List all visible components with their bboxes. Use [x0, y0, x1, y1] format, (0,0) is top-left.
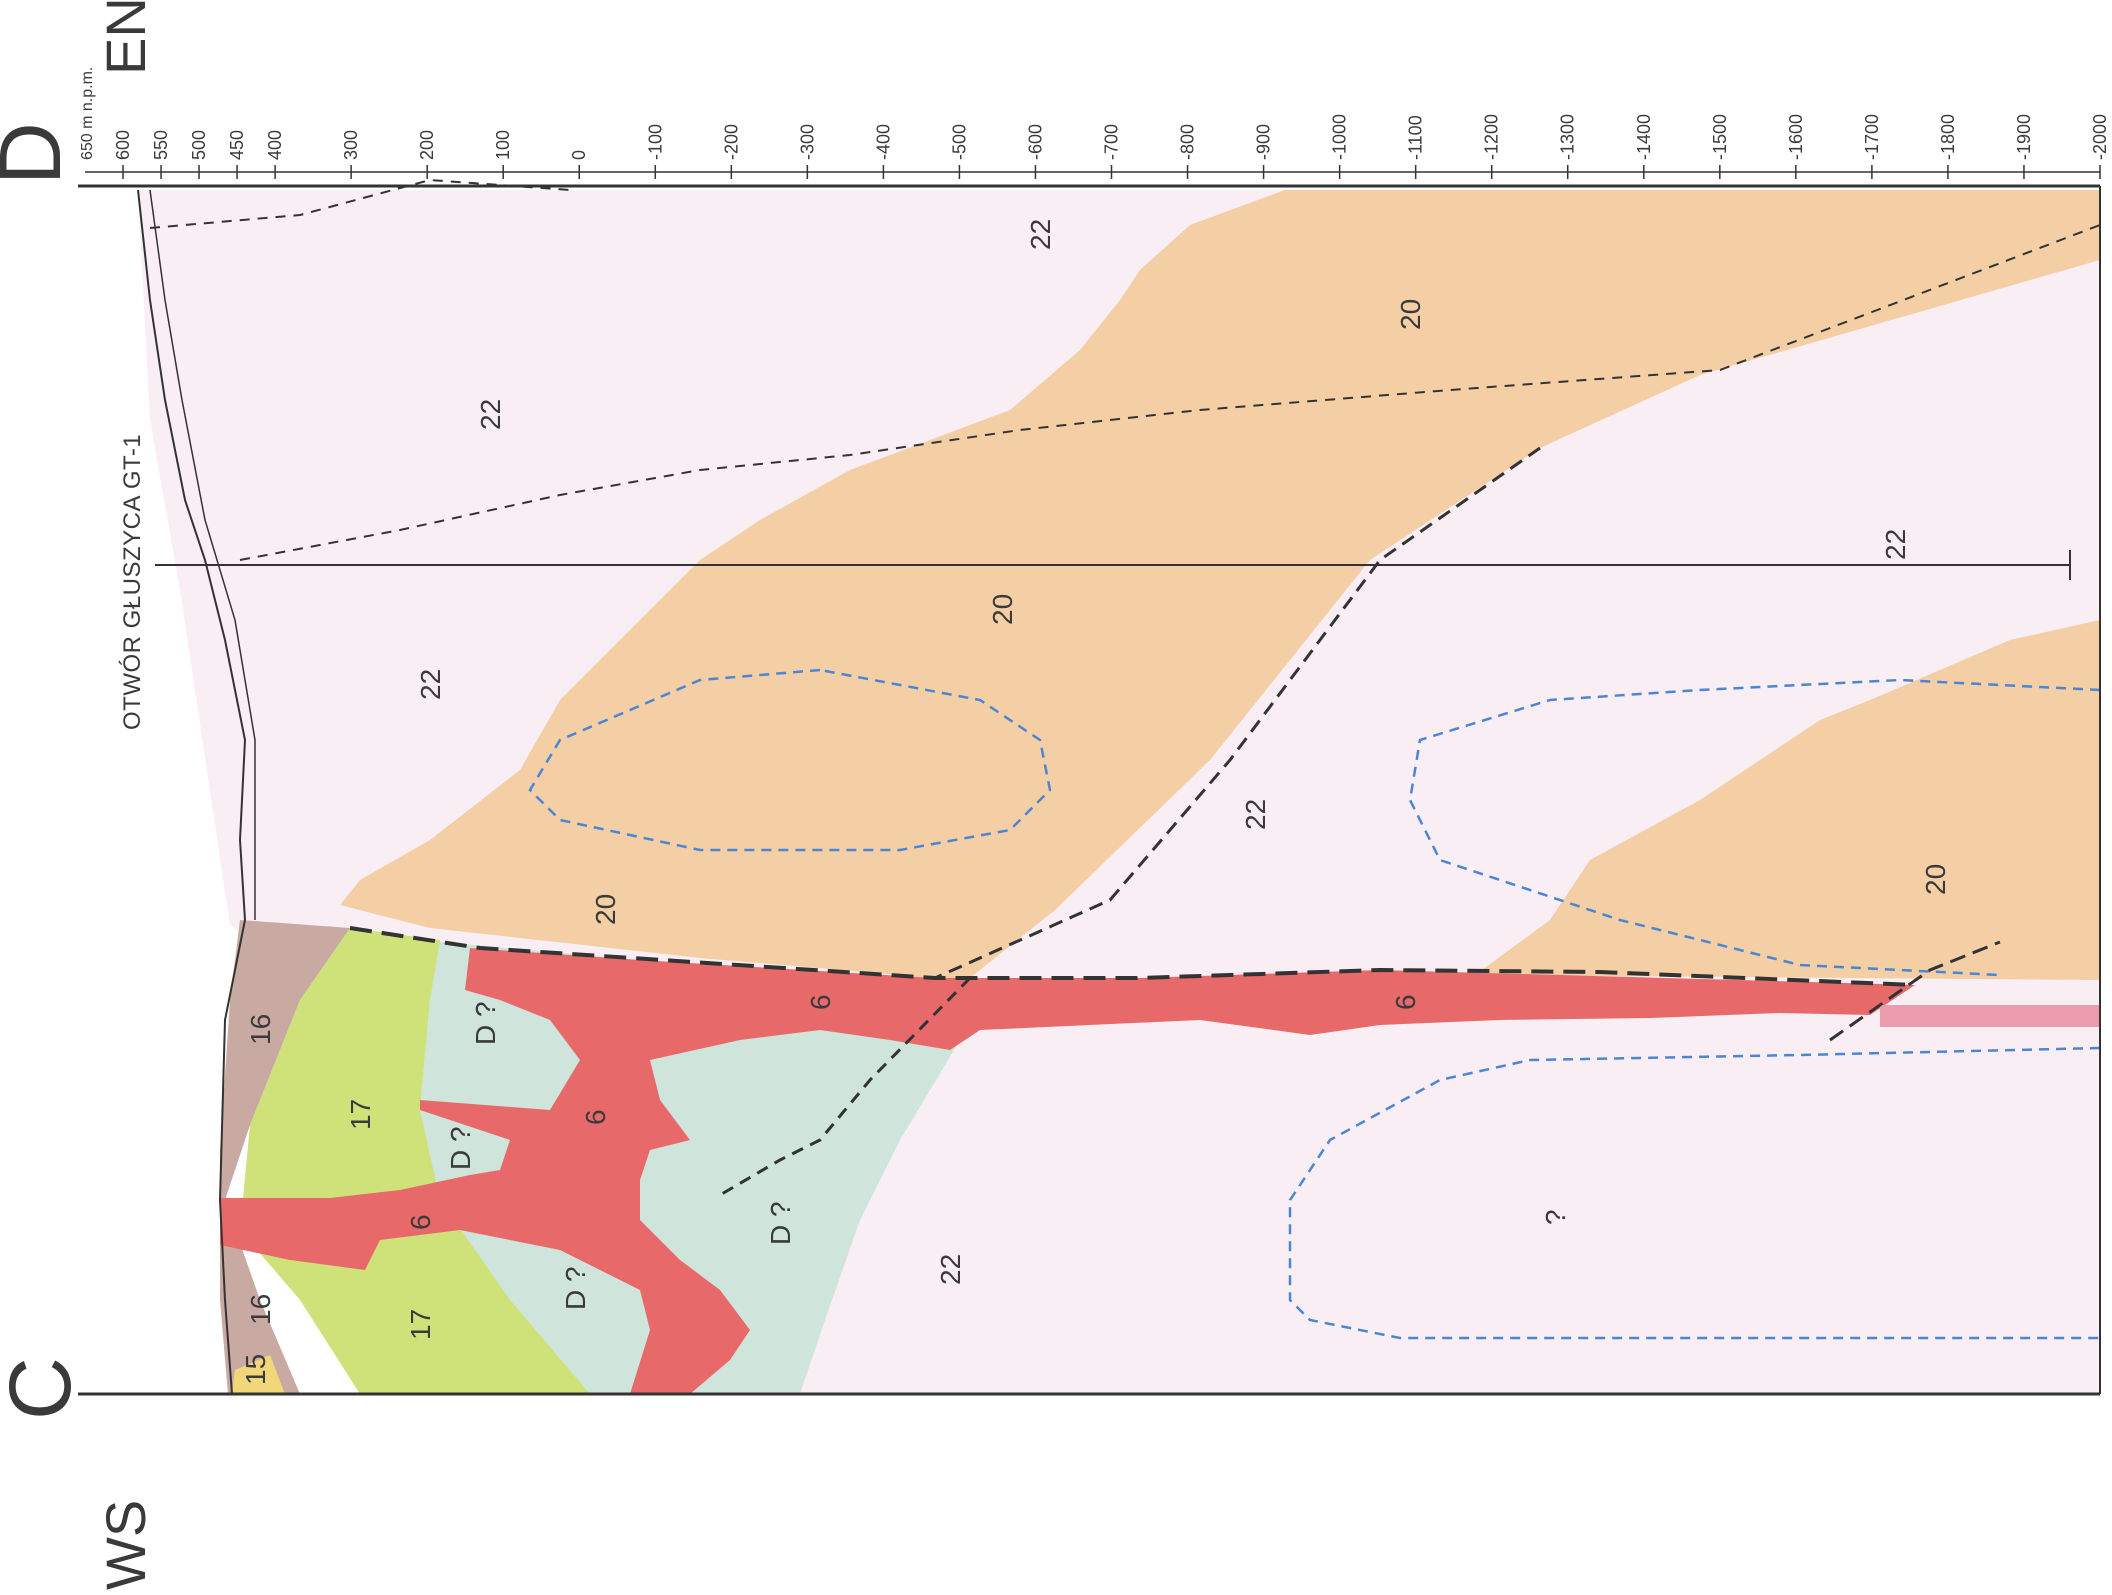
- elevation-unit: 650 m n.p.m.: [79, 67, 96, 160]
- unit-6-label: 6: [805, 994, 836, 1010]
- elevation-tick-label: -2000: [2090, 114, 2110, 160]
- unit-22-label: 22: [475, 399, 506, 430]
- unit-16-label: 16: [245, 1014, 276, 1045]
- fault-upper-dashed: [934, 446, 1541, 980]
- unit-17-label: 17: [345, 1099, 376, 1130]
- unit-D-domain: [360, 940, 960, 1394]
- elevation-tick-label: -1700: [1862, 114, 1882, 160]
- fault-diagonal: [1829, 940, 2001, 1042]
- contour-upper: [528, 668, 1052, 852]
- thin-pink-band: [1880, 1005, 2100, 1027]
- unit-22-label: 22: [1240, 799, 1271, 830]
- unit-20-label: 20: [1395, 299, 1426, 330]
- elevation-tick-label: -500: [949, 124, 969, 160]
- unit-22-label: 22: [1880, 529, 1911, 560]
- elevation-tick-label: -1300: [1558, 114, 1578, 160]
- boundary-dashed-1: [149, 178, 571, 229]
- unit-22-lower-left: [800, 1030, 1185, 1394]
- elevation-tick-label: -700: [1102, 124, 1122, 160]
- elevation-tick-label: -1600: [1786, 114, 1806, 160]
- unit-20-label: 20: [590, 894, 621, 925]
- elevation-tick-label: -1200: [1482, 114, 1502, 160]
- unit-D-label: D ?: [560, 1266, 591, 1310]
- blue-contours: [528, 668, 2101, 1340]
- unit-6-label: 6: [1390, 994, 1421, 1010]
- fault-left-dashed: [719, 976, 972, 1197]
- unit-22-label: 22: [415, 669, 446, 700]
- elevation-tick-label: 500: [189, 130, 209, 160]
- unit-16-label: 16: [245, 1294, 276, 1325]
- elevation-tick-label: -1900: [2014, 114, 2034, 160]
- elevation-tick-label: -1800: [1938, 114, 1958, 160]
- boundary-dashed-2: [239, 224, 2101, 561]
- unit-20-upper: [340, 190, 2100, 978]
- elevation-tick-label: 450: [227, 130, 247, 160]
- unit-D-label: D ?: [445, 1126, 476, 1170]
- unit-6-label: 6: [405, 1214, 436, 1230]
- elevation-tick-label: -300: [797, 124, 817, 160]
- unknown-unit-label: ?: [1540, 1209, 1571, 1225]
- elevation-tick-label: -600: [1025, 124, 1045, 160]
- unit-22-label: 22: [1025, 219, 1056, 250]
- elevation-tick-label: -900: [1254, 124, 1274, 160]
- unit-D-label: D ?: [470, 1001, 501, 1045]
- well-label: OTWÓR GŁUSZYCA GT-1: [119, 434, 146, 730]
- contour-lower: [1288, 1046, 2101, 1340]
- unit-15: [232, 1355, 285, 1394]
- elevation-tick-label: -1400: [1634, 114, 1654, 160]
- unit-6-label: 6: [580, 1109, 611, 1125]
- unit-6-intrusion: [220, 948, 1915, 1394]
- elevation-tick-label: 400: [265, 130, 285, 160]
- elevation-tick-label: 550: [151, 130, 171, 160]
- elevation-tick-label: -200: [721, 124, 741, 160]
- topography-inner: [149, 189, 256, 920]
- elevation-tick-label: -1000: [1330, 114, 1350, 160]
- topography: [137, 189, 247, 1395]
- end-label-C: C: [0, 1357, 89, 1420]
- elevation-tick-label: 600: [113, 130, 133, 160]
- unit-20-lower: [1475, 620, 2100, 980]
- elevation-tick-label: 300: [341, 130, 361, 160]
- section-outline: [78, 184, 2101, 1396]
- unit-16: [220, 920, 350, 1394]
- elevation-scale: 600 550 500 450 400 300 200 100 0 -100 -200 -300 -40…: [85, 114, 2110, 179]
- elevation-tick-label: 0: [569, 150, 589, 160]
- fault-band-top: [349, 926, 1916, 987]
- direction-label-en: EN: [94, 0, 157, 75]
- elevation-tick-label: 100: [493, 130, 513, 160]
- elevation-tick-label: 200: [417, 130, 437, 160]
- fault-lines: [149, 178, 2101, 1197]
- geology-units: [138, 190, 2100, 1394]
- unit-17-label: 17: [405, 1309, 436, 1340]
- unit-20-label: 20: [987, 594, 1018, 625]
- unit-D-label: D ?: [765, 1201, 796, 1245]
- unit-15-label: 15: [240, 1354, 271, 1385]
- unit-labels: C D WS EN 650 m n.p.m. OTWÓR GŁUSZYCA GT…: [0, 0, 1951, 1590]
- unit-22-label: 22: [935, 1254, 966, 1285]
- end-label-D: D: [0, 122, 79, 185]
- elevation-tick-label: -100: [645, 124, 665, 160]
- direction-label-ws: WS: [94, 1500, 157, 1590]
- contour-right: [1408, 678, 2101, 977]
- elevation-tick-label: -400: [873, 124, 893, 160]
- unit-20-label: 20: [1920, 864, 1951, 895]
- elevation-tick-label: -800: [1178, 124, 1198, 160]
- elevation-tick-label: -1100: [1406, 115, 1426, 160]
- elevation-tick-label: -1500: [1710, 114, 1730, 160]
- unit-17: [240, 928, 590, 1394]
